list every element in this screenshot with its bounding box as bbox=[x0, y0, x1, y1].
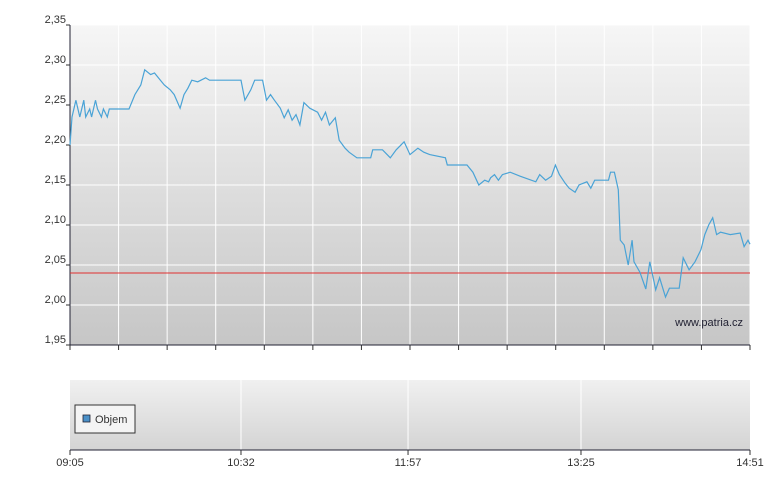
price-line bbox=[69, 68, 751, 299]
y-tick-label: 1,95 bbox=[45, 334, 66, 346]
y-tick-label: 2,10 bbox=[45, 214, 66, 226]
y-tick-label: 2,20 bbox=[45, 134, 66, 146]
x-tick-label: 13:25 bbox=[567, 457, 595, 469]
x-tick-label: 09:05 bbox=[56, 457, 84, 469]
watermark: www.patria.cz bbox=[674, 317, 743, 329]
y-tick-label: 2,00 bbox=[45, 294, 66, 306]
legend-swatch bbox=[82, 414, 91, 423]
y-tick-label: 2,30 bbox=[45, 54, 66, 66]
y-tick-label: 2,25 bbox=[45, 94, 66, 106]
x-tick-label: 14:51 bbox=[736, 457, 764, 469]
y-tick-label: 2,15 bbox=[45, 174, 66, 186]
volume-plot bbox=[70, 380, 750, 450]
y-tick-label: 2,05 bbox=[45, 254, 66, 266]
x-tick-label: 11:57 bbox=[395, 457, 422, 469]
legend-label: Objem bbox=[95, 414, 127, 426]
x-tick-label: 10:32 bbox=[227, 457, 255, 469]
y-tick-label: 2,35 bbox=[45, 14, 66, 26]
